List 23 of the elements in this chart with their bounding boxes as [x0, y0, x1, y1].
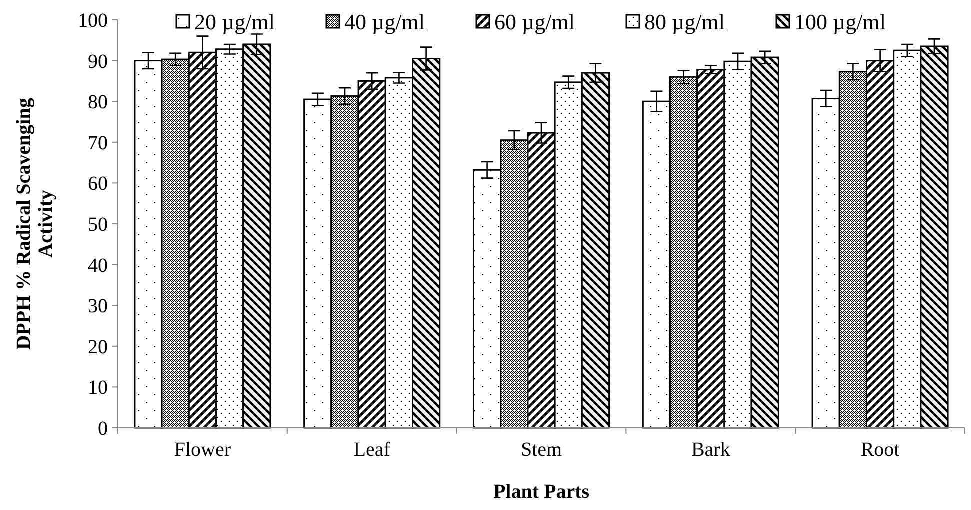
x-tick-label: Stem: [520, 439, 562, 461]
y-tick-label: 30: [88, 296, 108, 318]
legend-label: 40 µg/ml: [344, 10, 426, 35]
y-tick-label: 0: [98, 418, 108, 440]
y-tick-label: 10: [88, 377, 108, 400]
x-tick-label: Leaf: [354, 439, 391, 461]
y-tick-label: 100: [78, 10, 108, 32]
y-axis-title: DPPH % Radical Scavenging Activity: [13, 98, 57, 350]
y-tick-label: 80: [88, 92, 108, 114]
x-tick-label: Flower: [174, 439, 232, 461]
y-tick-label: 50: [88, 214, 108, 236]
y-tick-label: 70: [88, 132, 108, 154]
x-axis-title: Plant Parts: [493, 481, 590, 503]
y-tick-label: 60: [88, 173, 108, 196]
y-tick-label: 90: [88, 50, 108, 73]
y-tick-label: 40: [88, 254, 108, 277]
x-tick-label: Bark: [691, 439, 730, 461]
legend-label: 80 µg/ml: [644, 10, 726, 35]
legend-label: 60 µg/ml: [494, 10, 576, 35]
x-tick-label: Root: [860, 439, 900, 461]
legend-label: 20 µg/ml: [194, 10, 276, 35]
y-tick-label: 20: [88, 336, 108, 358]
legend-label: 100 µg/ml: [794, 10, 886, 35]
